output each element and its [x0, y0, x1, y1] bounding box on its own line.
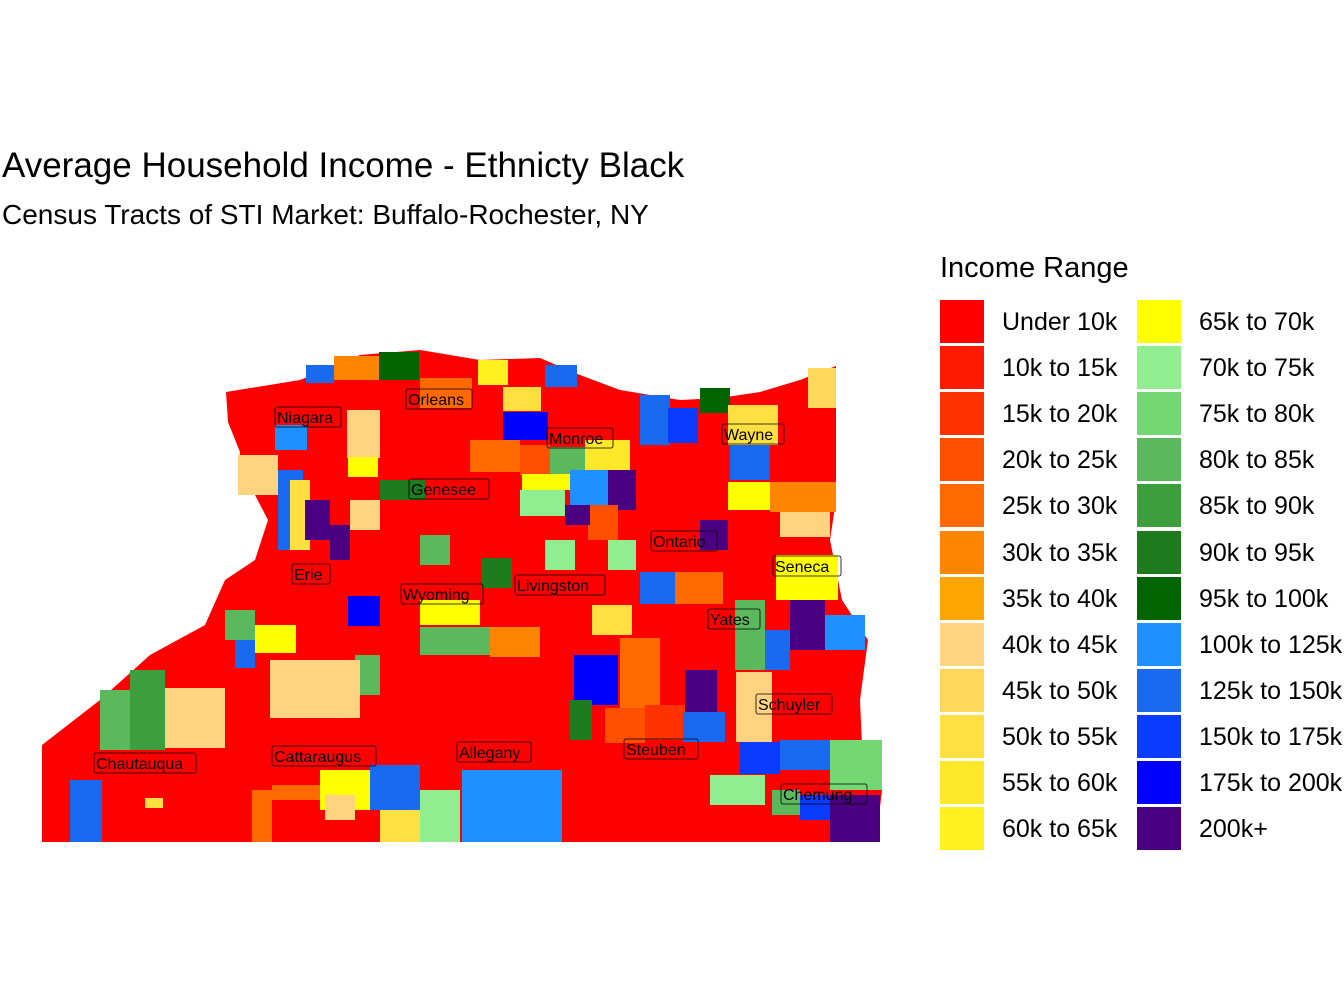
legend-swatch: [1137, 576, 1181, 620]
legend-label: 70k to 75k: [1199, 354, 1315, 383]
legend-swatch: [940, 622, 984, 666]
county-label-seneca: Seneca: [772, 555, 842, 577]
legend-swatch: [940, 530, 984, 574]
legend-swatch: [1137, 438, 1181, 482]
legend-swatch: [940, 668, 984, 712]
county-label-yates: Yates: [707, 608, 761, 630]
tract-patches: [70, 352, 882, 842]
legend-swatch: [940, 300, 984, 343]
legend-label: 30k to 35k: [1002, 538, 1118, 567]
svg-text:Allegany: Allegany: [459, 745, 520, 762]
svg-text:Seneca: Seneca: [775, 559, 829, 576]
svg-text:Chautauqua: Chautauqua: [96, 756, 183, 773]
svg-text:Monroe: Monroe: [549, 431, 603, 448]
legend-label: 55k to 60k: [1002, 769, 1118, 797]
county-label-orleans: Orleans: [405, 388, 473, 410]
legend-label: 75k to 80k: [1199, 400, 1315, 429]
legend-label: 20k to 25k: [1002, 446, 1118, 475]
legend-label: 175k to 200k: [1199, 769, 1343, 797]
legend-label: 10k to 15k: [1002, 354, 1118, 383]
legend-swatch: [1137, 807, 1181, 851]
county-labels: Niagara Orleans Monroe Wayne Genesee Ont…: [93, 388, 868, 805]
legend-swatch: [940, 392, 984, 436]
legend-label: 85k to 90k: [1199, 492, 1315, 521]
svg-text:Chemung: Chemung: [783, 787, 852, 804]
svg-text:Ontario: Ontario: [653, 534, 706, 551]
county-label-allegany: Allegany: [456, 741, 532, 763]
legend-label: 80k to 85k: [1199, 446, 1315, 475]
legend-label: Under 10k: [1002, 308, 1118, 336]
legend-title: Income Range: [940, 252, 1129, 284]
legend-label: 45k to 50k: [1002, 676, 1118, 705]
svg-text:Niagara: Niagara: [277, 410, 333, 427]
svg-text:Livingston: Livingston: [517, 578, 589, 595]
county-label-cattaraugus: Cattaraugus: [271, 745, 377, 767]
county-label-wyoming: Wyoming: [400, 583, 484, 605]
legend-swatch: [940, 761, 984, 804]
county-label-livingston: Livingston: [514, 574, 606, 596]
county-label-chautauqua: Chautauqua: [93, 752, 197, 774]
legend-swatch: [1137, 346, 1181, 390]
county-label-ontario: Ontario: [650, 530, 718, 552]
legend-swatch: [1137, 300, 1181, 343]
county-label-steuben: Steuben: [623, 738, 699, 760]
legend-swatch: [1137, 622, 1181, 666]
legend-swatch: [1137, 714, 1181, 758]
legend-label: 40k to 45k: [1002, 630, 1118, 659]
legend-swatch: [940, 576, 984, 620]
legend-swatch: [1137, 668, 1181, 712]
legend-swatch: [940, 714, 984, 758]
svg-text:Orleans: Orleans: [408, 392, 464, 409]
legend-label: 50k to 55k: [1002, 722, 1118, 751]
map-title: Average Household Income - Ethnicty Blac…: [2, 146, 685, 185]
svg-text:Wyoming: Wyoming: [403, 587, 470, 604]
svg-text:Genesee: Genesee: [411, 482, 476, 499]
legend-label: 15k to 20k: [1002, 400, 1118, 429]
legend-swatch: [1137, 484, 1181, 528]
legend-swatch: [1137, 761, 1181, 804]
legend-swatch: [1137, 530, 1181, 574]
legend-swatch: [940, 346, 984, 390]
legend-label: 25k to 30k: [1002, 492, 1118, 521]
legend-swatch: [940, 807, 984, 851]
county-label-monroe: Monroe: [546, 427, 614, 449]
legend-label: 95k to 100k: [1199, 584, 1329, 613]
legend-label: 60k to 65k: [1002, 815, 1118, 844]
county-label-chemung: Chemung: [780, 783, 868, 805]
svg-text:Yates: Yates: [710, 612, 750, 629]
legend-label: 200k+: [1199, 815, 1268, 844]
county-label-wayne: Wayne: [721, 423, 785, 445]
svg-text:Steuben: Steuben: [626, 742, 686, 759]
county-label-erie: Erie: [291, 563, 331, 585]
legend-swatch: [940, 438, 984, 482]
legend-swatch: [940, 484, 984, 528]
svg-text:Schuyler: Schuyler: [758, 697, 821, 714]
county-label-genesee: Genesee: [408, 478, 490, 500]
county-label-niagara: Niagara: [274, 406, 342, 428]
legend-label: 125k to 150k: [1199, 676, 1343, 705]
legend-swatch: [1137, 392, 1181, 436]
legend-label: 35k to 40k: [1002, 584, 1118, 613]
svg-text:Cattaraugus: Cattaraugus: [274, 749, 361, 766]
legend-label: 65k to 70k: [1199, 308, 1315, 336]
county-label-schuyler: Schuyler: [755, 693, 833, 715]
svg-text:Wayne: Wayne: [724, 427, 773, 444]
svg-text:Erie: Erie: [294, 567, 323, 584]
map-subtitle: Census Tracts of STI Market: Buffalo-Roc…: [2, 199, 649, 230]
legend-label: 100k to 125k: [1199, 630, 1343, 659]
legend-label: 90k to 95k: [1199, 538, 1315, 567]
legend-label: 150k to 175k: [1199, 722, 1343, 751]
